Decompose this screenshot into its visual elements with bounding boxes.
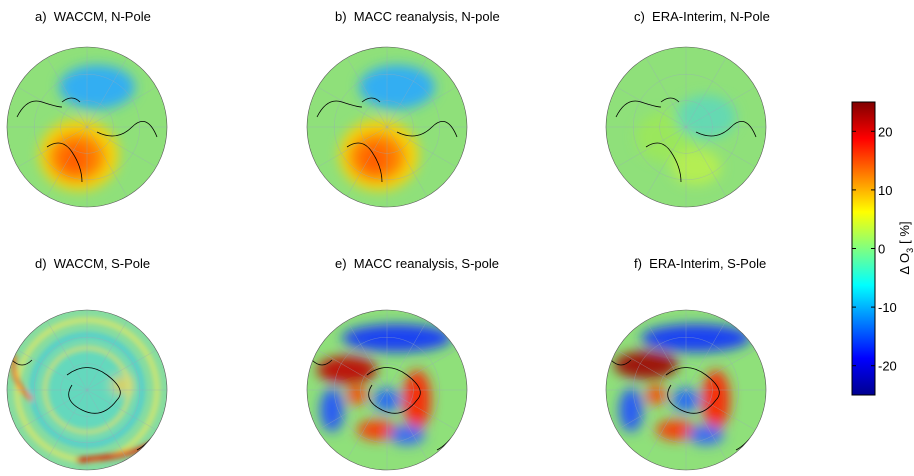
map-field [339,65,435,191]
panel-title: f) ERA-Interim, S-Pole [634,256,766,271]
polar-map [7,47,167,207]
map-field [636,95,736,185]
label-unit: [ %] [897,221,912,243]
map-outline [605,46,767,208]
field-blob [676,95,736,139]
polar-map [307,47,467,207]
field-blob [61,145,89,173]
field-blob [389,425,425,445]
polar-map [606,47,766,207]
field-blob [688,425,724,445]
graticule [17,349,157,431]
field-blob [320,388,344,432]
panel-title: a) WACCM, N-Pole [35,9,151,24]
coastline [615,97,757,183]
panel-title: b) MACC reanalysis, N-pole [335,9,500,24]
label-main: Δ O [897,253,912,275]
graticule [317,86,457,168]
colorbar-label: Δ O3 [ %] [897,221,914,274]
map-outline [6,309,168,471]
coastline [16,97,158,183]
map-outline [605,309,767,471]
graticule [616,349,756,431]
polar-map [307,310,467,470]
panel-title: c) ERA-Interim, N-Pole [634,9,770,24]
graticule [616,86,756,168]
field-blob [646,385,666,405]
field-blob [614,351,678,379]
field-blob [671,149,721,185]
field-arc [11,354,34,402]
colorbar-tick-label: 10 [878,183,892,198]
field-blob [347,385,367,405]
map-outline [6,46,168,208]
panel-title: d) WACCM, S-Pole [35,256,150,271]
maps: a) WACCM, N-Pole b) MACC reanalysis, N-po… [6,9,770,471]
polar-map [606,310,766,470]
field-blob [359,65,435,109]
map-outline [306,46,468,208]
field-blob [59,65,135,109]
graticule [317,349,457,431]
coastline [316,97,458,183]
label-sub: 3 [905,248,914,253]
field-blob [619,388,643,432]
map-outline [306,309,468,471]
colorbar-tick-label: 0 [878,242,885,257]
field-blob [361,145,389,173]
field-blob [317,356,377,384]
colorbar-tick-label: 20 [878,124,892,139]
colorbar-tick-label: -20 [878,359,897,374]
polar-map [7,310,167,470]
graticule [17,86,157,168]
colorbar-tick-label: -10 [878,300,897,315]
panel-title: e) MACC reanalysis, S-pole [335,256,499,271]
